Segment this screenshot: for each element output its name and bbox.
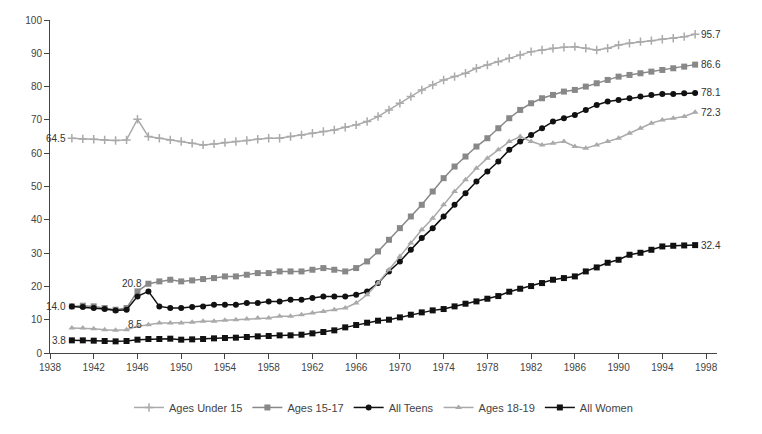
svg-text:70: 70 [31, 114, 43, 125]
svg-text:1974: 1974 [433, 362, 456, 373]
svg-text:Ages Under 15: Ages Under 15 [169, 402, 242, 414]
svg-text:3.8: 3.8 [52, 335, 66, 346]
svg-text:86.6: 86.6 [701, 59, 721, 70]
svg-text:1994: 1994 [651, 362, 674, 373]
svg-text:50: 50 [31, 181, 43, 192]
svg-text:1990: 1990 [607, 362, 630, 373]
svg-text:0: 0 [36, 348, 42, 359]
svg-text:100: 100 [25, 15, 42, 26]
svg-text:1962: 1962 [301, 362, 324, 373]
svg-text:Ages 15-17: Ages 15-17 [287, 402, 343, 414]
svg-text:64.5: 64.5 [46, 133, 66, 144]
svg-text:78.1: 78.1 [701, 87, 721, 98]
svg-text:1958: 1958 [258, 362, 281, 373]
svg-text:32.4: 32.4 [701, 240, 721, 251]
svg-text:1970: 1970 [389, 362, 412, 373]
svg-text:80: 80 [31, 81, 43, 92]
svg-text:72.3: 72.3 [701, 107, 721, 118]
svg-text:10: 10 [31, 314, 43, 325]
svg-text:14.0: 14.0 [46, 301, 66, 312]
svg-text:1950: 1950 [170, 362, 193, 373]
svg-text:1966: 1966 [345, 362, 368, 373]
svg-text:All Women: All Women [580, 402, 633, 414]
svg-text:20.8: 20.8 [122, 278, 142, 289]
svg-text:All Teens: All Teens [389, 402, 434, 414]
svg-text:40: 40 [31, 214, 43, 225]
svg-text:1982: 1982 [520, 362, 543, 373]
svg-text:1986: 1986 [564, 362, 587, 373]
svg-text:1954: 1954 [214, 362, 237, 373]
svg-text:Ages 18-19: Ages 18-19 [479, 402, 535, 414]
svg-text:60: 60 [31, 148, 43, 159]
svg-text:1946: 1946 [126, 362, 149, 373]
svg-text:1978: 1978 [476, 362, 499, 373]
svg-text:1938: 1938 [39, 362, 62, 373]
svg-text:8.5: 8.5 [128, 319, 142, 330]
svg-text:95.7: 95.7 [701, 29, 721, 40]
svg-text:90: 90 [31, 48, 43, 59]
svg-text:20: 20 [31, 281, 43, 292]
svg-text:1998: 1998 [695, 362, 718, 373]
svg-text:1942: 1942 [83, 362, 106, 373]
svg-text:30: 30 [31, 248, 43, 259]
